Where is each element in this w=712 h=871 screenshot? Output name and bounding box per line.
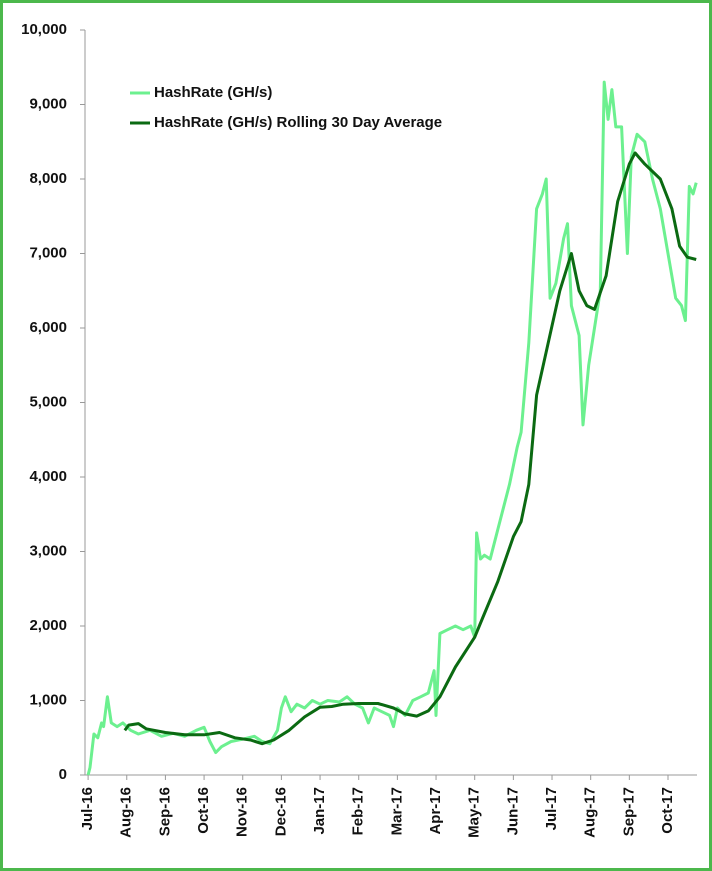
x-tick-label: Nov-16 xyxy=(234,787,251,837)
y-tick-label: 6,000 xyxy=(29,319,67,336)
x-tick-label: Oct-16 xyxy=(195,787,212,834)
x-tick-label: Aug-17 xyxy=(582,787,599,838)
y-tick-label: 8,000 xyxy=(29,170,67,187)
x-tick-label: Oct-17 xyxy=(659,787,676,834)
x-tick-label: Aug-16 xyxy=(118,787,135,838)
y-tick-label: 5,000 xyxy=(29,393,67,410)
legend-label: HashRate (GH/s) xyxy=(154,84,272,101)
y-tick-label: 7,000 xyxy=(29,244,67,261)
x-tick-label: Dec-16 xyxy=(272,787,289,836)
legend-label: HashRate (GH/s) Rolling 30 Day Average xyxy=(154,114,442,131)
x-tick-label: Jun-17 xyxy=(504,787,521,835)
x-tick-label: Mar-17 xyxy=(388,787,405,835)
y-tick-label: 2,000 xyxy=(29,617,67,634)
x-tick-label: Jul-16 xyxy=(79,787,96,830)
y-tick-label: 0 xyxy=(59,766,67,783)
x-tick-label: Jan-17 xyxy=(311,787,328,835)
x-tick-label: Feb-17 xyxy=(350,787,367,835)
y-tick-label: 4,000 xyxy=(29,468,67,485)
y-tick-label: 1,000 xyxy=(29,691,67,708)
y-tick-label: 3,000 xyxy=(29,542,67,559)
x-tick-label: Jul-17 xyxy=(543,787,560,830)
x-tick-label: Sep-16 xyxy=(156,787,173,836)
x-tick-label: Apr-17 xyxy=(427,787,444,835)
y-tick-label: 9,000 xyxy=(29,95,67,112)
x-tick-label: May-17 xyxy=(466,787,483,838)
y-tick-label: 10,000 xyxy=(21,21,67,38)
x-tick-label: Sep-17 xyxy=(620,787,637,836)
series-line xyxy=(86,80,698,776)
series-line xyxy=(123,151,697,746)
